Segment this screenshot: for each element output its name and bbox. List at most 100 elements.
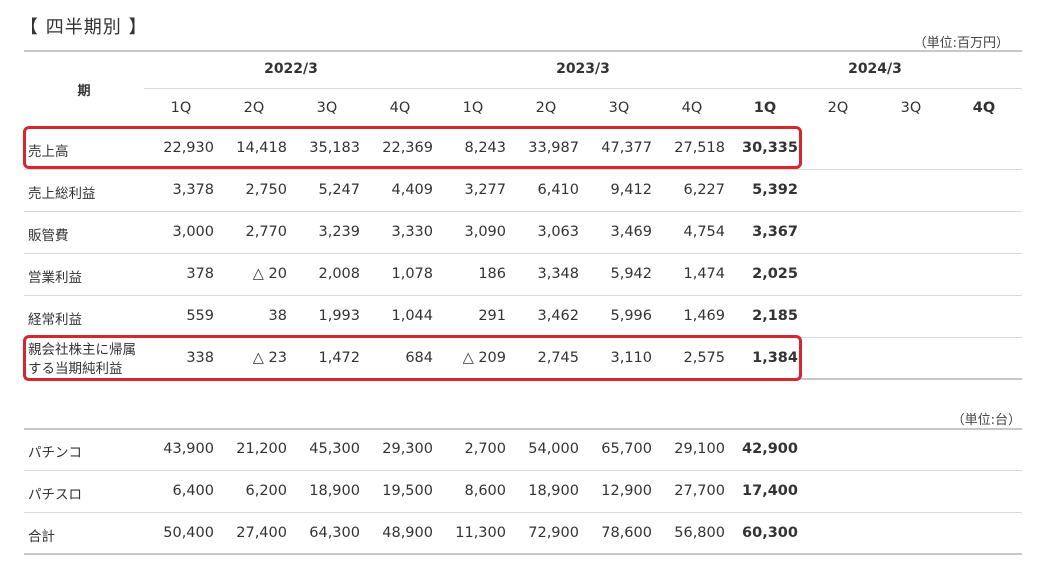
row-divider bbox=[24, 295, 1022, 296]
label-line: 親会社株主に帰属 bbox=[28, 342, 136, 358]
table-top-rule bbox=[24, 50, 1022, 52]
quarter-header: 4Q bbox=[681, 100, 703, 116]
table-cell: 11,300 bbox=[455, 525, 506, 541]
table-cell: 64,300 bbox=[309, 525, 360, 541]
table-cell: 45,300 bbox=[309, 441, 360, 457]
row-divider bbox=[24, 169, 1022, 170]
table-cell: 6,200 bbox=[245, 483, 287, 499]
table-cell: 2,025 bbox=[752, 266, 798, 282]
table-cell: △ 209 bbox=[462, 350, 506, 366]
table-cell: 2,770 bbox=[245, 224, 287, 240]
table-cell: 21,200 bbox=[236, 441, 287, 457]
table-cell: 3,110 bbox=[610, 350, 652, 366]
table-cell: 50,400 bbox=[163, 525, 214, 541]
table-cell: 1,078 bbox=[391, 266, 433, 282]
table-cell: 5,996 bbox=[610, 308, 652, 324]
table-cell: 29,100 bbox=[674, 441, 725, 457]
row-divider bbox=[24, 470, 1022, 471]
table-cell: 65,700 bbox=[601, 441, 652, 457]
table-row-label: 販管費 bbox=[28, 228, 69, 244]
unit-label-million-yen: （単位:百万円） bbox=[913, 36, 1009, 51]
table-cell: 684 bbox=[405, 350, 433, 366]
table-cell: 2,008 bbox=[318, 266, 360, 282]
quarter-header: 3Q bbox=[900, 100, 922, 116]
table-cell: △ 23 bbox=[252, 350, 287, 366]
table-cell: 338 bbox=[186, 350, 214, 366]
table-cell: 8,243 bbox=[464, 140, 506, 156]
header-divider bbox=[144, 88, 1022, 89]
table-cell: 43,900 bbox=[163, 441, 214, 457]
table-cell: 27,700 bbox=[674, 483, 725, 499]
quarter-header: 1Q bbox=[170, 100, 192, 116]
table-cell: 3,090 bbox=[464, 224, 506, 240]
table-cell: △ 20 bbox=[252, 266, 287, 282]
table-cell: 35,183 bbox=[309, 140, 360, 156]
quarter-header: 3Q bbox=[316, 100, 338, 116]
table-cell: 3,000 bbox=[172, 224, 214, 240]
table-cell: 3,063 bbox=[537, 224, 579, 240]
table-cell: 18,900 bbox=[528, 483, 579, 499]
table-cell: 38 bbox=[268, 308, 287, 324]
table-cell: 378 bbox=[186, 266, 214, 282]
table-cell: 56,800 bbox=[674, 525, 725, 541]
table-cell: 2,750 bbox=[245, 182, 287, 198]
table-cell: 3,277 bbox=[464, 182, 506, 198]
table-cell: 186 bbox=[478, 266, 506, 282]
highlight-box-net-income bbox=[23, 335, 802, 381]
table-cell: 48,900 bbox=[382, 525, 433, 541]
table-cell: 4,409 bbox=[391, 182, 433, 198]
table-cell: 5,942 bbox=[610, 266, 652, 282]
quarter-header: 2Q bbox=[243, 100, 265, 116]
table-cell: 6,410 bbox=[537, 182, 579, 198]
table-cell: 3,378 bbox=[172, 182, 214, 198]
table-cell: 27,518 bbox=[674, 140, 725, 156]
table-cell: 559 bbox=[186, 308, 214, 324]
table-cell: 1,044 bbox=[391, 308, 433, 324]
table-cell: 3,367 bbox=[752, 224, 798, 240]
year-header-2023: 2023/3 bbox=[556, 61, 610, 77]
quarter-header: 3Q bbox=[608, 100, 630, 116]
table-cell: 5,247 bbox=[318, 182, 360, 198]
table-cell: 60,300 bbox=[742, 525, 798, 541]
highlight-box-sales bbox=[23, 126, 802, 169]
table-cell: 3,348 bbox=[537, 266, 579, 282]
unit-label-units: （単位:台） bbox=[951, 413, 1021, 428]
table-cell: 42,900 bbox=[742, 441, 798, 457]
table-cell: 18,900 bbox=[309, 483, 360, 499]
row-divider bbox=[24, 512, 1022, 513]
label-line: する当期純利益 bbox=[28, 361, 123, 377]
table-cell: 33,987 bbox=[528, 140, 579, 156]
table-cell: 17,400 bbox=[742, 483, 798, 499]
table-cell: 2,745 bbox=[537, 350, 579, 366]
table-cell: 1,993 bbox=[318, 308, 360, 324]
table-cell: 1,384 bbox=[752, 350, 798, 366]
table-row-label: パチンコ bbox=[28, 445, 82, 461]
units-bottom-rule bbox=[24, 553, 1022, 555]
table-cell: 9,412 bbox=[610, 182, 652, 198]
quarter-header: 1Q bbox=[462, 100, 484, 116]
units-table-top-rule bbox=[24, 428, 1022, 430]
table-row-label: 経常利益 bbox=[28, 312, 82, 328]
year-header-2024: 2024/3 bbox=[848, 61, 902, 77]
table-row-label: 親会社株主に帰属 する当期純利益 bbox=[28, 341, 136, 379]
row-divider bbox=[24, 211, 1022, 212]
table-cell: 3,462 bbox=[537, 308, 579, 324]
table-cell: 22,369 bbox=[382, 140, 433, 156]
period-header: 期 bbox=[77, 84, 91, 99]
table-cell: 1,469 bbox=[683, 308, 725, 324]
table-cell: 1,472 bbox=[318, 350, 360, 366]
table-cell: 29,300 bbox=[382, 441, 433, 457]
table-cell: 2,700 bbox=[464, 441, 506, 457]
table-cell: 2,575 bbox=[683, 350, 725, 366]
row-divider bbox=[24, 253, 1022, 254]
table-cell: 1,474 bbox=[683, 266, 725, 282]
table-cell: 2,185 bbox=[752, 308, 798, 324]
quarter-header: 2Q bbox=[535, 100, 557, 116]
table-row-label: 営業利益 bbox=[28, 270, 82, 286]
table-cell: 4,754 bbox=[683, 224, 725, 240]
table-cell: 3,469 bbox=[610, 224, 652, 240]
table-cell: 5,392 bbox=[752, 182, 798, 198]
section-title: 【 四半期別 】 bbox=[20, 17, 148, 38]
table-row-label: 売上高 bbox=[28, 144, 69, 160]
quarter-header: 1Q bbox=[753, 100, 777, 116]
